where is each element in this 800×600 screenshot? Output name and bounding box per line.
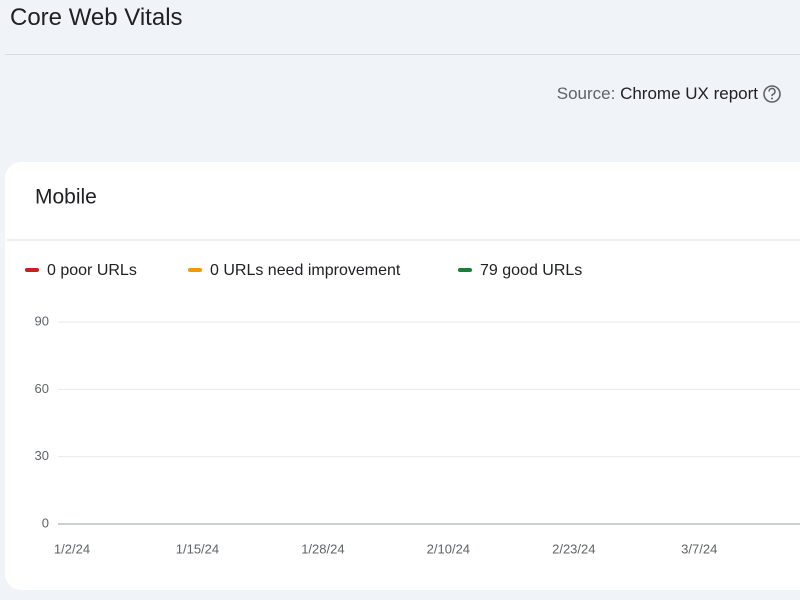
x-tick-label: 1/15/24 xyxy=(176,541,219,556)
page-title: Core Web Vitals xyxy=(10,4,183,31)
card xyxy=(5,162,800,590)
help-icon[interactable] xyxy=(763,85,781,103)
x-tick-label: 2/23/24 xyxy=(552,541,595,556)
source-label: Source: xyxy=(556,84,616,103)
x-tick-label: 1/2/24 xyxy=(54,541,90,556)
y-tick-label: 90 xyxy=(35,313,49,328)
y-tick-label: 0 xyxy=(42,515,49,530)
divider xyxy=(5,54,800,55)
source: Source: Chrome UX report xyxy=(557,84,758,104)
x-tick-label: 1/28/24 xyxy=(301,541,344,556)
x-tick-label: 3/7/24 xyxy=(681,541,717,556)
y-tick-label: 30 xyxy=(35,448,49,463)
x-tick-label: 2/10/24 xyxy=(427,541,470,556)
legend-label: 0 URLs need improvement xyxy=(210,262,401,279)
y-tick-label: 60 xyxy=(35,381,49,396)
card-title: Mobile xyxy=(35,186,97,209)
source-value[interactable]: Chrome UX report xyxy=(620,84,758,103)
legend-label: 79 good URLs xyxy=(480,262,582,279)
legend-label: 0 poor URLs xyxy=(47,262,137,279)
